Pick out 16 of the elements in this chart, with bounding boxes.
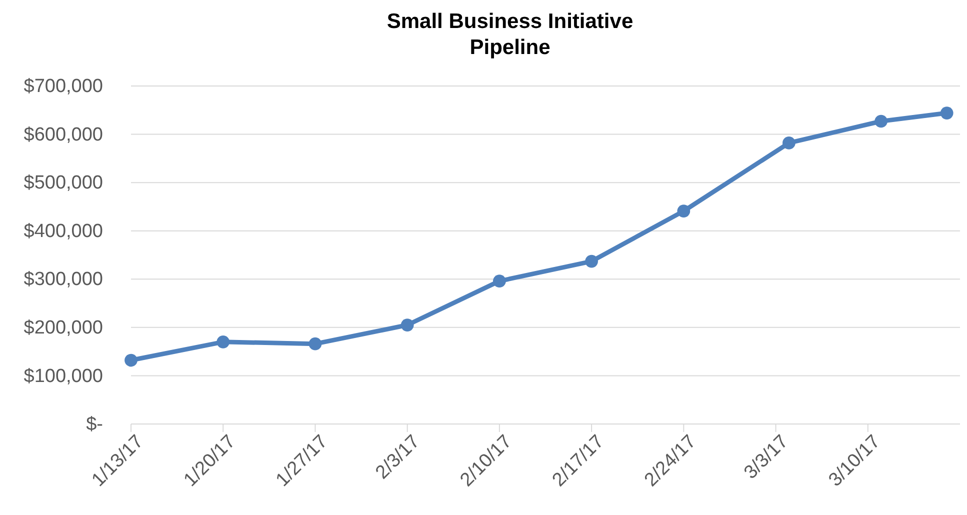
chart-title: Small Business Initiative Pipeline [386, 10, 634, 59]
point [124, 354, 138, 367]
y-tick-label: $500,000 [24, 172, 103, 194]
point [216, 335, 230, 348]
point [493, 274, 506, 288]
y-tick-label: $100,000 [24, 366, 103, 387]
y-tick-label: $700,000 [24, 76, 103, 98]
point [308, 337, 322, 350]
point [400, 318, 414, 332]
y-tick-label: $600,000 [24, 124, 103, 146]
point [677, 204, 690, 218]
y-tick-label: $400,000 [24, 220, 103, 242]
y-tick-label: $200,000 [24, 318, 103, 339]
y-tick-label: $300,000 [24, 269, 103, 290]
y-tick-label: $- [86, 414, 103, 436]
point [585, 254, 598, 268]
